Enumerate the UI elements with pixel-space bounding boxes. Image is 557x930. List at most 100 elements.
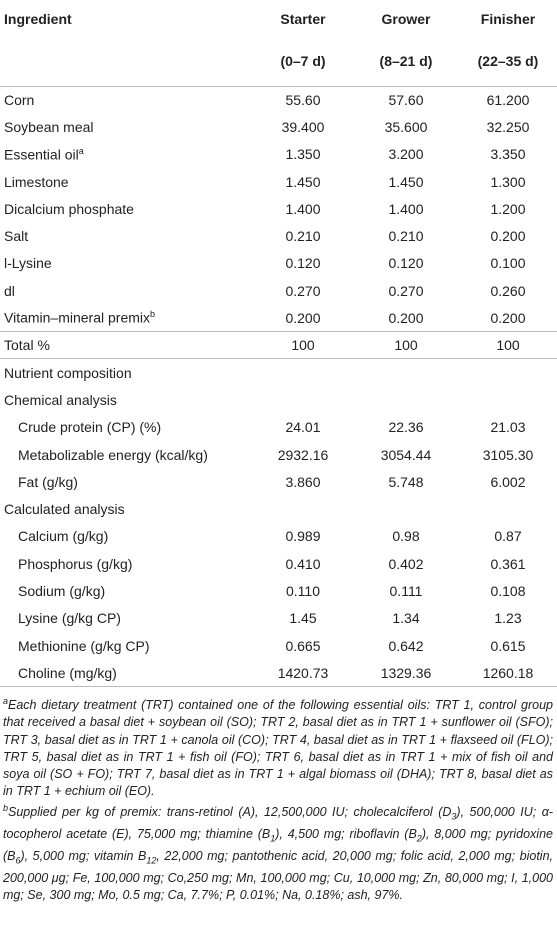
- footnote-marker: b: [150, 309, 156, 320]
- label-text: Phosphorus (g/kg): [18, 555, 133, 572]
- table-row: Total % 100 100 100: [0, 331, 557, 359]
- section-heading: Calculated analysis: [4, 501, 125, 518]
- column-header: Ingredient: [4, 10, 72, 27]
- subscript: 6: [15, 855, 21, 866]
- cell-value: 3105.30: [482, 446, 534, 463]
- period-header: (22–35 d): [459, 37, 557, 87]
- footnotes: aEach dietary treatment (TRT) contained …: [0, 687, 557, 904]
- label-text: Vitamin–mineral premix: [4, 310, 151, 327]
- cell-value: 24.01: [285, 419, 321, 436]
- cell-value: 5.748: [388, 473, 424, 490]
- cell-value: 0.989: [285, 528, 321, 545]
- cell-value: 100: [459, 331, 557, 359]
- period-header: (0–7 d): [253, 37, 353, 87]
- table-row: Salt 0.210 0.210 0.200: [0, 222, 557, 249]
- cell-value: 0.210: [285, 228, 321, 245]
- cell-value: 0.665: [285, 637, 321, 654]
- cell-value: 1.300: [490, 173, 526, 190]
- cell-value: 0.260: [490, 282, 526, 299]
- cell-value: 0.111: [389, 582, 423, 599]
- table-row: dl 0.270 0.270 0.260: [0, 277, 557, 304]
- row-label: Vitamin–mineral premixb: [0, 304, 253, 331]
- footnote-text: ), 5,000 mg; vitamin B: [20, 848, 147, 863]
- table-row: Vitamin–mineral premixb 0.200 0.200 0.200: [0, 304, 557, 331]
- cell-value: 3.350: [490, 146, 526, 163]
- cell-value: 0.98: [392, 528, 420, 545]
- footnote-text: ), 4,500 mg; riboflavin (B: [275, 827, 417, 842]
- cell-value: 1.450: [388, 173, 424, 190]
- label-text: Methionine (g/kg CP): [18, 637, 150, 654]
- section-heading: Chemical analysis: [4, 391, 117, 408]
- section-row: Nutrient composition: [0, 358, 557, 387]
- footnote-text: , 22,000 mg; pantothenic acid, 20,000 mg…: [3, 848, 553, 902]
- cell-value: 1.350: [285, 146, 321, 163]
- table-row: Limestone 1.450 1.450 1.300: [0, 168, 557, 195]
- row-label: Corn: [0, 86, 253, 113]
- cell-value: 0.200: [285, 309, 321, 326]
- row-label: Essential oila: [0, 141, 253, 168]
- table-row: Choline (mg/kg) 1420.73 1329.36 1260.18: [0, 659, 557, 688]
- cell-value: 0.200: [388, 309, 424, 326]
- cell-value: 0.270: [388, 282, 424, 299]
- cell-value: 0.120: [285, 255, 321, 272]
- label-text: Total %: [4, 337, 50, 354]
- cell-value: 3.200: [388, 146, 424, 163]
- data-table: Ingredient Starter Grower Finisher (0–7 d)(…: [0, 10, 557, 688]
- row-label: Limestone: [0, 168, 253, 195]
- cell-value: 2932.16: [277, 446, 329, 463]
- footnote-marker: a: [3, 696, 9, 707]
- period-row: (0–7 d) (8–21 d) (22–35 d): [0, 37, 557, 87]
- row-label: Phosphorus (g/kg): [0, 550, 253, 577]
- footnote-marker: a: [78, 145, 84, 156]
- row-label: Crude protein (CP) (%): [0, 414, 253, 441]
- cell-value: 1.23: [494, 610, 522, 627]
- cell-value: 0.402: [388, 555, 424, 572]
- row-label: Methionine (g/kg CP): [0, 632, 253, 659]
- cell-value: 0.210: [388, 228, 424, 245]
- table-row: Essential oila 1.350 3.200 3.350: [0, 141, 557, 168]
- cell-value: 32.250: [486, 118, 530, 135]
- subscript: 12: [146, 855, 157, 866]
- period-header: (8–21 d): [353, 37, 459, 87]
- row-label: Fat (g/kg): [0, 468, 253, 495]
- label-text: Corn: [4, 91, 35, 108]
- footnote: aEach dietary treatment (TRT) contained …: [3, 693, 553, 800]
- subscript: 3: [451, 812, 457, 823]
- label-text: Essential oil: [4, 146, 79, 163]
- row-label: Choline (mg/kg): [0, 659, 253, 688]
- label-text: l-Lysine: [4, 255, 52, 272]
- footnote-text: ), 500,000 IU; α-tocopherol acetate (E),…: [3, 805, 553, 842]
- cell-value: 0.87: [494, 528, 522, 545]
- label-text: Calcium (g/kg): [18, 528, 109, 545]
- cell-value: 0.108: [490, 582, 526, 599]
- cell-value: 61.200: [486, 91, 530, 108]
- cell-value: 35.600: [384, 118, 428, 135]
- label-text: Dicalcium phosphate: [4, 200, 134, 217]
- row-label: l-Lysine: [0, 250, 253, 277]
- footnote-text: ), 8,000 mg; pyridoxine (B: [3, 827, 553, 863]
- table-row: Calcium (g/kg) 0.989 0.98 0.87: [0, 523, 557, 550]
- table-row: Crude protein (CP) (%) 24.01 22.36 21.03: [0, 414, 557, 441]
- section-row: Calculated analysis: [0, 495, 557, 522]
- label-text: Limestone: [4, 173, 69, 190]
- label-text: Crude protein (CP) (%): [18, 419, 162, 436]
- cell-value: 1260.18: [459, 659, 557, 688]
- footnote-marker: b: [3, 803, 9, 814]
- table-row: Metabolizable energy (kcal/kg) 2932.16 305…: [0, 441, 557, 468]
- cell-value: 22.36: [388, 419, 424, 436]
- cell-value: 0.100: [490, 255, 526, 272]
- table-row: Corn 55.60 57.60 61.200: [0, 86, 557, 113]
- table-body: Corn 55.60 57.60 61.200 Soybean meal 39.400 35…: [0, 86, 557, 688]
- cell-value: 0.110: [286, 582, 320, 599]
- cell-value: 0.361: [490, 555, 526, 572]
- cell-value: 1420.73: [253, 659, 353, 688]
- cell-value: 0.410: [285, 555, 321, 572]
- cell-value: 6.002: [490, 473, 526, 490]
- row-label: dl: [0, 277, 253, 304]
- blank-cell: [0, 37, 253, 87]
- cell-value: 100: [353, 331, 459, 359]
- section-heading: Nutrient composition: [0, 358, 557, 387]
- row-label: Lysine (g/kg CP): [0, 605, 253, 632]
- footnote-text: Supplied per kg of premix: trans-retinol…: [8, 805, 452, 820]
- row-label: Sodium (g/kg): [0, 577, 253, 604]
